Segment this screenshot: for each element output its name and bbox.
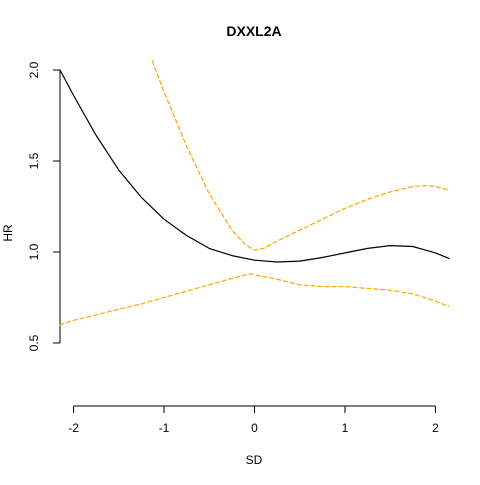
chart-title: DXXL2A [226, 23, 281, 39]
series-line-estimate [59, 69, 450, 263]
y-axis-label: HR [1, 224, 15, 242]
series-line-lower-ci [59, 273, 450, 326]
x-axis-label: SD [246, 453, 263, 467]
x-tick-label: -1 [159, 421, 170, 435]
y-tick-label: 0.5 [27, 334, 41, 351]
x-tick-label: -2 [68, 421, 79, 435]
x-axis: -2 -1 0 1 2 [68, 405, 439, 435]
x-tick-label: 0 [251, 421, 258, 435]
y-tick-label: 1.0 [27, 243, 41, 260]
plot-area [59, 60, 450, 326]
y-tick-label: 1.5 [27, 152, 41, 169]
y-axis: 0.5 1.0 1.5 2.0 [27, 61, 61, 351]
series-line-upper-ci [151, 60, 450, 251]
x-tick-label: 2 [432, 421, 439, 435]
x-tick-label: 1 [342, 421, 349, 435]
y-tick-label: 2.0 [27, 61, 41, 78]
